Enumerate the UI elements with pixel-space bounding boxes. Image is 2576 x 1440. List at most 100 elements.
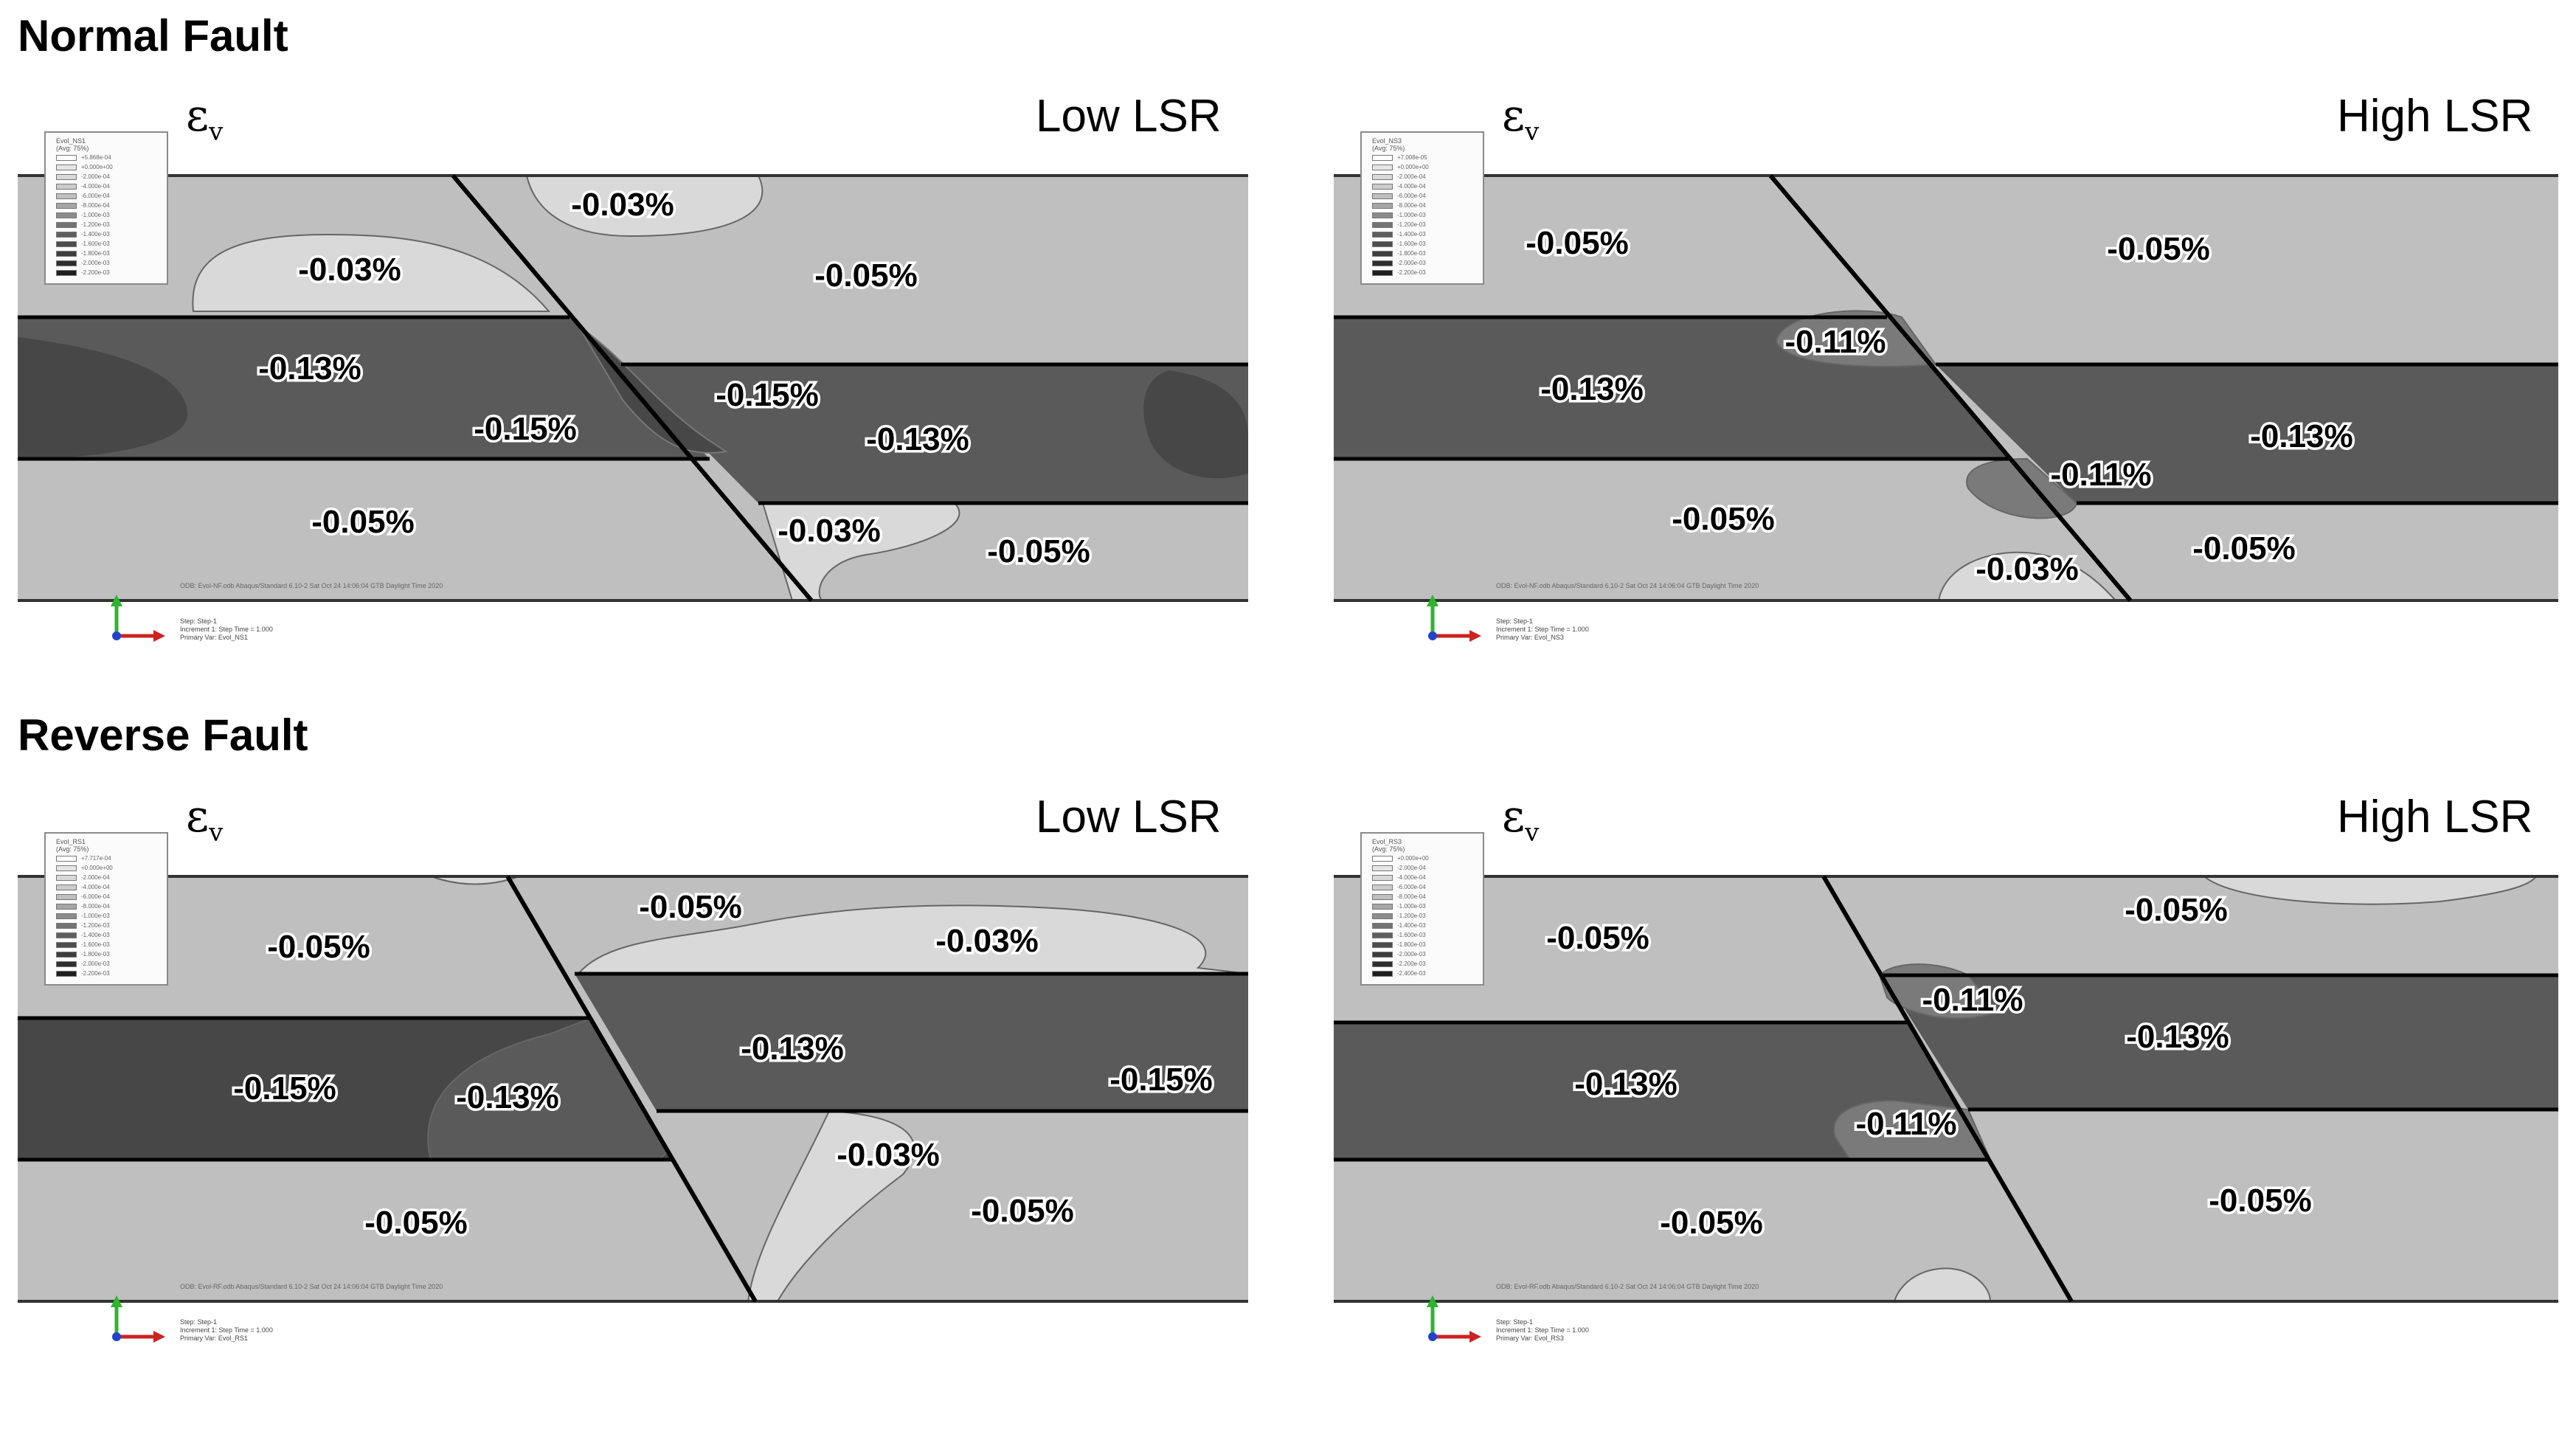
odb-info: ODB: Evol-RF.odb Abaqus/Standard 6.10-2 … (1496, 1283, 1759, 1290)
zone-label: -0.11% (1856, 1106, 1957, 1142)
volumetric-strain-symbol: εv (1502, 791, 1540, 848)
step-info: Step: Step-1 Increment 1: Step Time = 1.0… (1496, 617, 1589, 641)
legend-value: -8.000e-04 (1397, 202, 1426, 209)
legend-swatch (1372, 904, 1393, 910)
zone-label: -0.13% (2126, 1019, 2229, 1055)
legend-swatch (56, 251, 77, 257)
legend-swatch (1372, 932, 1393, 938)
legend-value: -1.800e-03 (81, 951, 110, 958)
axis-x-head (153, 630, 165, 642)
zone-label: -0.05% (1526, 225, 1628, 261)
legend-swatch (1372, 885, 1393, 890)
contour-mid-left-core (427, 1017, 668, 1160)
legend-value: -8.000e-04 (81, 903, 110, 910)
legend-swatch (1372, 203, 1393, 209)
legend-swatch (56, 894, 77, 900)
odb-info: ODB: Evol-NF.odb Abaqus/Standard 6.10-2 … (1496, 582, 1759, 589)
contour-legend: Evol_RS3 (Avg: 75%) +0.000e+00 -2.000e-04 -4… (1360, 832, 1484, 986)
legend-value: -2.000e-03 (81, 960, 110, 967)
legend-value: -1.400e-03 (1397, 231, 1426, 238)
legend-value: -1.200e-03 (81, 221, 110, 228)
legend-value: -1.200e-03 (1397, 221, 1426, 228)
legend-value: -1.000e-03 (81, 913, 110, 919)
legend-swatch (1372, 856, 1393, 862)
contour-light-top (576, 904, 1249, 975)
legend-value: -1.800e-03 (81, 250, 110, 257)
legend-value: -2.200e-03 (81, 970, 110, 977)
fault-line (505, 875, 758, 1303)
axis-y-head (1427, 1295, 1438, 1307)
legend-swatch (56, 174, 77, 180)
legend-value: -1.800e-03 (1397, 250, 1426, 257)
axis-origin (112, 631, 121, 640)
zone-label: -0.13% (1540, 371, 1643, 407)
zone-label: -0.03% (571, 187, 674, 223)
legend-value: -6.000e-04 (1397, 193, 1426, 199)
contour-light-top (2202, 876, 2538, 905)
contour-darker-left (18, 337, 187, 459)
zone-label: -0.13% (1574, 1066, 1677, 1102)
step-info: Step: Step-1 Increment 1: Step Time = 1.0… (1496, 1318, 1589, 1342)
legend-value: -4.000e-04 (81, 884, 110, 890)
legend-swatch (56, 193, 77, 199)
legend-value: -4.000e-04 (1397, 183, 1426, 190)
zone-label: -0.15% (474, 411, 576, 447)
contour-legend: Evol_RS1 (Avg: 75%) +7.717e-04 +0.000e+00 -2… (44, 832, 168, 986)
axis-y-head (1427, 595, 1438, 606)
panel-label: Low LSR (1036, 91, 1222, 142)
panel-normal-low: -0.03% -0.03% -0.05% -0.13% -0.15% -0.15… (18, 90, 1272, 739)
zone-label: -0.03% (298, 252, 401, 288)
legend-swatch (1372, 865, 1393, 871)
zone-label: -0.05% (2125, 892, 2227, 928)
layer-dark-right (1883, 975, 2558, 1110)
zone-label: -0.13% (456, 1079, 558, 1115)
legend-swatch (56, 904, 77, 910)
legend-swatch (1372, 971, 1393, 977)
legend-value: -2.000e-03 (1397, 260, 1426, 266)
zone-label: -0.05% (1546, 920, 1649, 956)
legend-value: -1.400e-03 (81, 231, 110, 238)
axis-origin (112, 1332, 121, 1341)
zone-label: -0.05% (2107, 231, 2209, 267)
legend-title: (Avg: 75%) (56, 145, 89, 152)
zone-label: -0.15% (716, 377, 818, 413)
contour-light-bottom (761, 502, 960, 601)
zone-label: -0.11% (1785, 324, 1886, 360)
panel-label: High LSR (2337, 91, 2533, 142)
legend-title: Evol_NS1 (56, 137, 86, 145)
panel-label: Low LSR (1036, 792, 1222, 842)
zone-label: -0.11% (2051, 457, 2152, 493)
axis-x-head (1469, 630, 1481, 642)
legend-value: -4.000e-04 (1397, 874, 1426, 881)
legend-swatch (1372, 193, 1393, 199)
zone-label: -0.05% (311, 504, 414, 540)
zone-label: -0.13% (258, 350, 361, 387)
legend-swatch (1372, 165, 1393, 170)
odb-info: ODB: Evol-NF.odb Abaqus/Standard 6.10-2 … (180, 582, 443, 589)
legend-swatch (56, 932, 77, 938)
fault-line (1768, 174, 2133, 602)
legend-swatch (1372, 260, 1393, 266)
legend-value: -2.000e-04 (1397, 865, 1426, 871)
panel-reverse-high: -0.05% -0.05% -0.11% -0.13% -0.13% -0.11… (1334, 791, 2576, 1440)
zone-label: -0.05% (364, 1205, 467, 1241)
zone-label: -0.05% (639, 889, 741, 925)
legend-swatch (1372, 923, 1393, 929)
legend-swatch (56, 856, 77, 862)
legend-value: -1.200e-03 (81, 922, 110, 929)
legend-title: (Avg: 75%) (56, 845, 89, 853)
axis-x-head (153, 1331, 165, 1343)
zone-label: -0.13% (741, 1031, 843, 1067)
legend-swatch (1372, 875, 1393, 881)
contour-light-bottom (747, 1110, 915, 1302)
volumetric-strain-symbol: εv (1502, 90, 1540, 147)
contour-legend: Evol_NS1 (Avg: 75%) +5.868e-04 +0.000e+00 -2… (44, 131, 168, 285)
legend-value: -2.000e-03 (1397, 951, 1426, 958)
zone-label: -0.13% (2250, 418, 2352, 454)
legend-value: -1.000e-03 (1397, 212, 1426, 218)
legend-swatch (1372, 212, 1393, 218)
legend-swatch (56, 165, 77, 170)
legend-swatch (56, 270, 77, 276)
legend-value: +7.717e-04 (81, 855, 111, 862)
legend-value: -6.000e-04 (81, 193, 110, 199)
